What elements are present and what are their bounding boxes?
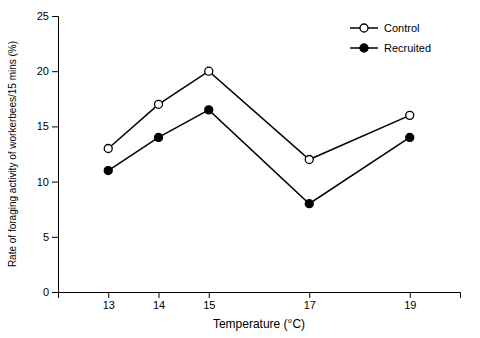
tick-mark xyxy=(52,237,58,238)
series-point xyxy=(205,67,213,75)
tick-mark xyxy=(309,292,310,298)
tick-mark xyxy=(52,292,58,293)
series-point xyxy=(406,133,414,141)
series-point xyxy=(155,133,163,141)
tick-label: 0 xyxy=(43,286,49,298)
tick: 17 xyxy=(304,292,316,311)
tick-label: 5 xyxy=(43,231,49,243)
series-line xyxy=(108,71,410,159)
tick-label: 14 xyxy=(153,299,165,311)
x-axis: 13 14 15 17 19 xyxy=(59,292,461,311)
series-point xyxy=(205,106,213,114)
x-axis-title: Temperature (°C) xyxy=(213,317,305,331)
plot: 13 14 15 17 19 0 5 10 15 20 25 Control Recruited xyxy=(37,10,461,311)
tick: 15 xyxy=(37,120,58,132)
axis-line xyxy=(59,293,461,299)
tick: 25 xyxy=(37,10,58,22)
tick-label: 19 xyxy=(404,299,416,311)
series-point xyxy=(305,156,313,164)
series-point xyxy=(104,167,112,175)
tick-label: 10 xyxy=(37,176,49,188)
tick-mark xyxy=(52,126,58,127)
y-axis-title: Rate of foraging activity of workerbees/… xyxy=(7,41,18,267)
tick-label: 13 xyxy=(103,299,115,311)
tick: 19 xyxy=(404,292,416,311)
tick-mark xyxy=(410,292,411,298)
tick: 14 xyxy=(153,292,165,311)
series-point xyxy=(305,200,313,208)
tick-mark xyxy=(52,16,58,17)
legend-item: Recruited xyxy=(350,42,431,54)
legend-label: Control xyxy=(384,22,419,34)
tick-mark xyxy=(52,71,58,72)
tick: 20 xyxy=(37,65,58,77)
series-line xyxy=(108,110,410,204)
tick-label: 15 xyxy=(203,299,215,311)
tick: 5 xyxy=(43,231,58,243)
legend-label: Recruited xyxy=(384,42,431,54)
legend-marker xyxy=(360,44,368,52)
marks xyxy=(104,67,414,207)
series-point xyxy=(104,144,112,152)
series-point xyxy=(406,111,414,119)
tick: 15 xyxy=(203,292,215,311)
tick-mark xyxy=(52,182,58,183)
chart: 13 14 15 17 19 0 5 10 15 20 25 Control Recruited Temp… xyxy=(0,0,480,338)
tick: 0 xyxy=(43,286,58,298)
tick-label: 25 xyxy=(37,10,49,22)
y-axis: 0 5 10 15 20 25 xyxy=(37,10,59,298)
series-point xyxy=(155,100,163,108)
tick-mark xyxy=(209,292,210,298)
tick-label: 17 xyxy=(304,299,316,311)
tick-label: 20 xyxy=(37,65,49,77)
tick: 13 xyxy=(103,292,115,311)
legend-marker xyxy=(360,24,368,32)
axis-line xyxy=(52,17,59,293)
legend-item: Control xyxy=(350,22,419,34)
tick-label: 15 xyxy=(37,120,49,132)
tick: 10 xyxy=(37,176,58,188)
legend: Control Recruited xyxy=(350,22,431,54)
tick-mark xyxy=(108,292,109,298)
tick-mark xyxy=(159,292,160,298)
